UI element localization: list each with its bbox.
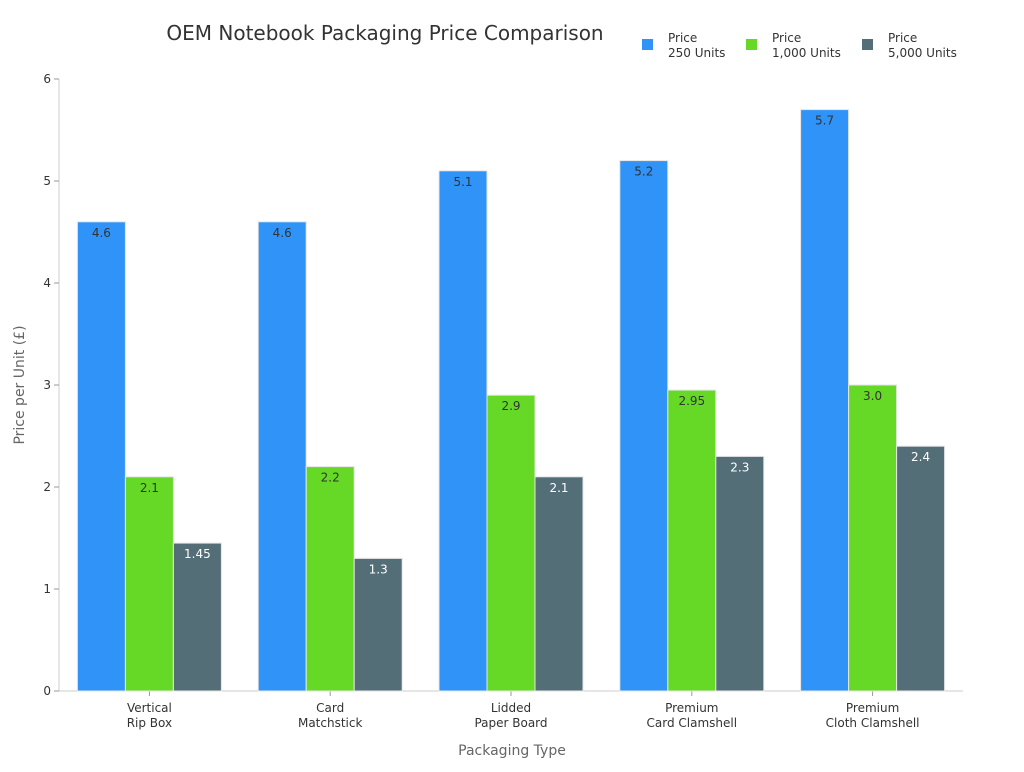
bar [438,170,488,692]
legend-label: Price [668,31,697,45]
legend-label: Price [772,31,801,45]
chart-title: OEM Notebook Packaging Price Comparison [166,21,603,45]
bar [257,221,307,692]
y-tick-label: 5 [43,174,51,188]
y-tick-label: 0 [43,684,51,698]
data-label: 2.9 [501,399,520,413]
bar [534,476,584,692]
bar [619,160,669,692]
bar [800,109,850,692]
x-tick-label: Cloth Clamshell [826,716,920,730]
bar [353,557,403,692]
legend-label: 250 Units [668,46,725,60]
y-tick-label: 1 [43,582,51,596]
y-axis-label: Price per Unit (£) [12,325,28,444]
bar [486,394,536,692]
data-label: 4.6 [273,226,292,240]
data-label: 2.1 [140,481,159,495]
legend-swatch [746,39,757,50]
y-tick-label: 3 [43,378,51,392]
x-tick-label: Matchstick [298,716,363,730]
x-tick-label: Paper Board [474,716,547,730]
x-tick-label: Card [316,701,344,715]
legend-label: 5,000 Units [888,46,957,60]
data-label: 2.1 [549,481,568,495]
x-tick-label: Rip Box [127,716,172,730]
data-label: 2.4 [911,450,930,464]
y-tick-label: 4 [43,276,51,290]
data-label: 1.45 [184,547,211,561]
bar [305,466,355,692]
bar [896,445,946,692]
data-label: 1.3 [369,562,388,576]
x-tick-label: Premium [846,701,899,715]
data-label: 2.2 [321,471,340,485]
data-label: 5.1 [453,175,472,189]
legend-label: Price [888,31,917,45]
x-tick-label: Lidded [491,701,531,715]
data-label: 4.6 [92,226,111,240]
x-tick-label: Vertical [127,701,172,715]
data-label: 5.7 [815,114,834,128]
bar [76,221,126,692]
bar [667,389,717,692]
legend-label: 1,000 Units [772,46,841,60]
legend-swatch [642,39,653,50]
data-label: 2.3 [730,460,749,474]
bar [848,384,898,692]
y-tick-label: 2 [43,480,51,494]
data-label: 5.2 [634,165,653,179]
legend-swatch [862,39,873,50]
data-label: 2.95 [678,394,705,408]
x-tick-label: Premium [665,701,718,715]
data-label: 3.0 [863,389,882,403]
x-axis-label: Packaging Type [458,743,566,759]
bar [715,455,765,692]
bar [172,542,222,692]
y-tick-label: 6 [43,72,51,86]
x-tick-label: Card Clamshell [647,716,738,730]
bar [124,476,174,692]
